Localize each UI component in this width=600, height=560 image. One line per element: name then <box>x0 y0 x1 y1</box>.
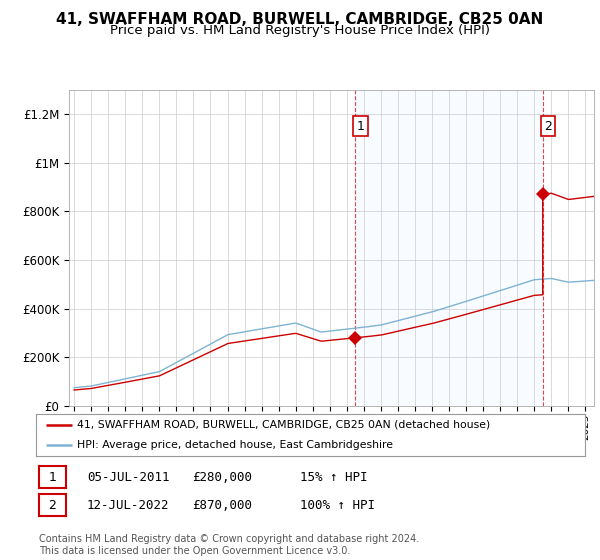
Text: 100% ↑ HPI: 100% ↑ HPI <box>300 498 375 512</box>
Text: Price paid vs. HM Land Registry's House Price Index (HPI): Price paid vs. HM Land Registry's House … <box>110 24 490 37</box>
Text: 2: 2 <box>49 498 56 512</box>
Text: 1: 1 <box>356 120 364 133</box>
Bar <box>355 90 543 406</box>
Text: £280,000: £280,000 <box>192 470 252 484</box>
Text: 41, SWAFFHAM ROAD, BURWELL, CAMBRIDGE, CB25 0AN: 41, SWAFFHAM ROAD, BURWELL, CAMBRIDGE, C… <box>56 12 544 27</box>
Text: 05-JUL-2011: 05-JUL-2011 <box>87 470 170 484</box>
Text: 41, SWAFFHAM ROAD, BURWELL, CAMBRIDGE, CB25 0AN (detached house): 41, SWAFFHAM ROAD, BURWELL, CAMBRIDGE, C… <box>77 420 490 430</box>
Text: 2: 2 <box>544 120 552 133</box>
Text: £870,000: £870,000 <box>192 498 252 512</box>
Text: 12-JUL-2022: 12-JUL-2022 <box>87 498 170 512</box>
Text: HPI: Average price, detached house, East Cambridgeshire: HPI: Average price, detached house, East… <box>77 440 393 450</box>
Text: 15% ↑ HPI: 15% ↑ HPI <box>300 470 367 484</box>
Text: 1: 1 <box>49 470 56 484</box>
Text: Contains HM Land Registry data © Crown copyright and database right 2024.
This d: Contains HM Land Registry data © Crown c… <box>39 534 419 556</box>
